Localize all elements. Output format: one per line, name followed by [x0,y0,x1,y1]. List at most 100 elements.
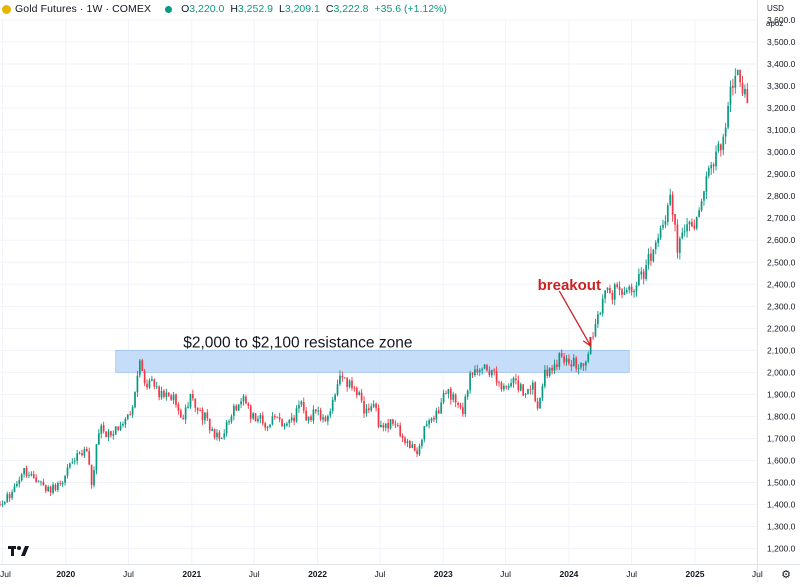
candle[interactable] [553,359,556,374]
candle[interactable] [81,449,83,457]
candle[interactable] [230,414,233,424]
candle[interactable] [683,224,686,237]
candle[interactable] [18,476,21,488]
candle[interactable] [666,203,669,226]
candle[interactable] [401,433,404,443]
candle[interactable] [657,233,660,248]
candle[interactable] [177,402,180,415]
candle[interactable] [529,385,532,395]
candle[interactable] [23,468,25,478]
candle[interactable] [360,388,363,403]
candle[interactable] [146,379,148,390]
candle[interactable] [705,171,708,199]
candle[interactable] [435,407,438,424]
candle[interactable] [199,407,201,412]
candle[interactable] [343,377,346,379]
candle[interactable] [42,478,45,486]
candle[interactable] [170,393,173,401]
candle[interactable] [78,451,81,455]
candle[interactable] [254,413,257,422]
candle[interactable] [396,422,399,428]
candle[interactable] [148,378,151,390]
candle[interactable] [659,225,662,240]
candle[interactable] [329,408,332,419]
candle[interactable] [411,441,414,449]
candle[interactable] [114,425,117,435]
candle[interactable] [134,391,136,409]
candle[interactable] [635,281,638,297]
candle[interactable] [44,484,47,494]
candle[interactable] [100,423,103,439]
candle[interactable] [336,379,339,397]
candle[interactable] [719,143,722,157]
candle[interactable] [370,403,373,413]
candle[interactable] [353,385,356,392]
candle[interactable] [295,405,298,423]
candle[interactable] [233,403,235,421]
candle[interactable] [710,161,713,175]
candle[interactable] [599,311,602,316]
candle[interactable] [129,410,132,416]
candle[interactable] [698,207,700,218]
candle[interactable] [462,402,464,417]
candle[interactable] [652,248,655,263]
candle[interactable] [384,423,387,432]
candle[interactable] [630,283,633,296]
candle[interactable] [512,376,515,388]
candle[interactable] [218,429,221,442]
candle[interactable] [524,392,527,398]
candle[interactable] [580,362,582,370]
candle[interactable] [406,438,409,447]
candle[interactable] [40,480,42,486]
candle[interactable] [257,415,259,424]
candle[interactable] [131,405,134,419]
candle[interactable] [278,412,281,423]
candle[interactable] [247,402,250,409]
candle[interactable] [317,406,320,416]
candle[interactable] [459,402,462,410]
candle[interactable] [16,480,18,488]
candle[interactable] [245,394,247,405]
candle[interactable] [546,365,549,379]
candle[interactable] [732,78,734,96]
candle[interactable] [645,259,647,281]
candle[interactable] [433,415,435,422]
candle[interactable] [746,83,749,104]
candle[interactable] [124,417,127,428]
candle[interactable] [155,381,158,390]
candle[interactable] [90,464,93,489]
candle[interactable] [531,380,534,395]
candle[interactable] [13,483,16,493]
price-axis[interactable]: 1,200.0 1,300.0 1,400.0 1,500.0 1,600.0 1,700… [757,0,796,582]
candle[interactable] [676,219,679,259]
candle[interactable] [259,413,262,424]
symbol-title[interactable]: Gold Futures · 1W · COMEX [15,3,152,15]
candle[interactable] [399,422,402,438]
candle[interactable] [464,394,467,417]
candle[interactable] [302,397,305,414]
candle[interactable] [490,369,493,378]
candle[interactable] [1,500,4,508]
candle[interactable] [734,68,737,94]
candle[interactable] [606,287,609,294]
candle[interactable] [339,370,341,386]
candle[interactable] [558,352,561,370]
candle[interactable] [273,414,276,420]
candle[interactable] [421,438,423,449]
candle[interactable] [548,367,551,378]
candle[interactable] [192,389,194,401]
candle[interactable] [52,482,54,495]
candle[interactable] [293,414,295,426]
candle[interactable] [577,364,580,375]
candle[interactable] [476,364,479,376]
candle[interactable] [681,227,684,240]
candle[interactable] [604,290,606,304]
candle[interactable] [138,359,141,378]
candle[interactable] [447,388,450,399]
candle[interactable] [500,381,503,392]
candle[interactable] [693,219,696,231]
candle[interactable] [216,429,218,441]
candle[interactable] [457,401,459,409]
candle[interactable] [204,411,206,425]
candle[interactable] [669,188,672,206]
